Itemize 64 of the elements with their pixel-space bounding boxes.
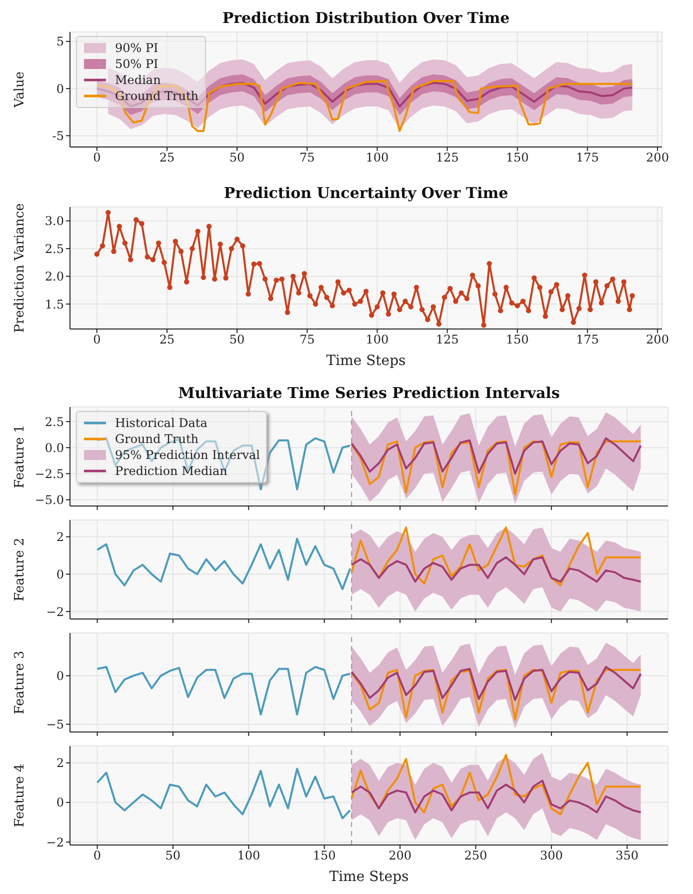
x-tick-label: 150 [506, 332, 529, 347]
y-tick-label: 2 [56, 530, 64, 544]
y-tick-label: 3.0 [44, 214, 64, 228]
x-tick-label: 25 [159, 150, 175, 165]
x-tick-label: 0 [93, 848, 102, 863]
x-tick-label: 100 [366, 332, 389, 347]
legend-label: Historical Data [115, 416, 208, 430]
y-tick-label: 2 [56, 756, 64, 770]
y-tick-label: 0 [56, 668, 64, 683]
x-tick-label: 250 [464, 848, 488, 863]
y-tick-label: −5.0 [34, 493, 64, 508]
x-tick-label: 175 [576, 150, 599, 165]
y-tick-label: 1.5 [44, 297, 64, 312]
x-tick-label: 25 [159, 332, 175, 347]
y-axis-title: Feature 1 [12, 424, 28, 488]
y-tick-label: −5 [46, 717, 64, 732]
y-tick-label: −2.5 [34, 466, 64, 481]
x-tick-label: 100 [237, 848, 260, 863]
y-tick-label: −2 [46, 835, 64, 850]
y-tick-label: 2.0 [44, 270, 64, 284]
y-tick-label: 2.5 [44, 242, 64, 256]
y-tick-label: -5 [52, 128, 64, 143]
y-tick-label: 0 [56, 796, 64, 810]
y-tick-label: −2 [46, 604, 64, 619]
x-tick-label: 100 [366, 150, 389, 165]
x-tick-label: 200 [388, 848, 412, 863]
x-tick-label: 50 [229, 332, 245, 347]
x-tick-label: 75 [299, 332, 315, 347]
y-tick-label: 0 [56, 82, 64, 96]
x-axis-title: Time Steps [329, 869, 409, 885]
legend-label: Prediction Median [115, 464, 228, 478]
legend-label: Median [115, 73, 161, 87]
y-axis-title: Value [12, 71, 28, 109]
x-tick-label: 125 [436, 332, 459, 347]
legend-label: 90% PI [115, 41, 158, 55]
y-tick-label: 0 [56, 567, 64, 582]
x-tick-label: 300 [540, 848, 563, 863]
legend-label: Ground Truth [115, 89, 199, 103]
x-tick-label: 200 [646, 332, 669, 347]
y-axis-title: Feature 2 [12, 538, 28, 602]
x-tick-label: 50 [229, 150, 245, 165]
x-tick-label: 0 [93, 150, 101, 165]
y-axis-title: Prediction Variance [12, 202, 28, 333]
y-axis-title: Feature 4 [12, 764, 28, 828]
x-tick-label: 200 [646, 150, 669, 165]
legend-label: 50% PI [115, 57, 158, 71]
chart-title: Multivariate Time Series Prediction Intervals [177, 383, 561, 403]
x-tick-label: 0 [93, 332, 101, 347]
x-tick-label: 175 [576, 332, 599, 347]
x-tick-label: 125 [436, 150, 459, 165]
x-tick-label: 350 [616, 848, 639, 863]
chart-title: Prediction Distribution Over Time [221, 8, 511, 28]
x-tick-label: 150 [506, 150, 529, 165]
chart-title: Prediction Uncertainty Over Time [222, 183, 510, 203]
x-tick-label: 150 [312, 848, 336, 863]
legend-label: Ground Truth [115, 432, 199, 446]
legend-label: 95% Prediction Interval [115, 448, 260, 462]
x-axis-title: Time Steps [326, 353, 406, 369]
x-tick-label: 75 [299, 150, 315, 165]
y-tick-label: 0.0 [44, 440, 64, 455]
y-axis-title: Feature 3 [12, 650, 28, 714]
y-tick-label: 5 [56, 34, 64, 49]
x-tick-label: 50 [165, 848, 181, 863]
y-tick-label: 2.5 [44, 414, 64, 429]
